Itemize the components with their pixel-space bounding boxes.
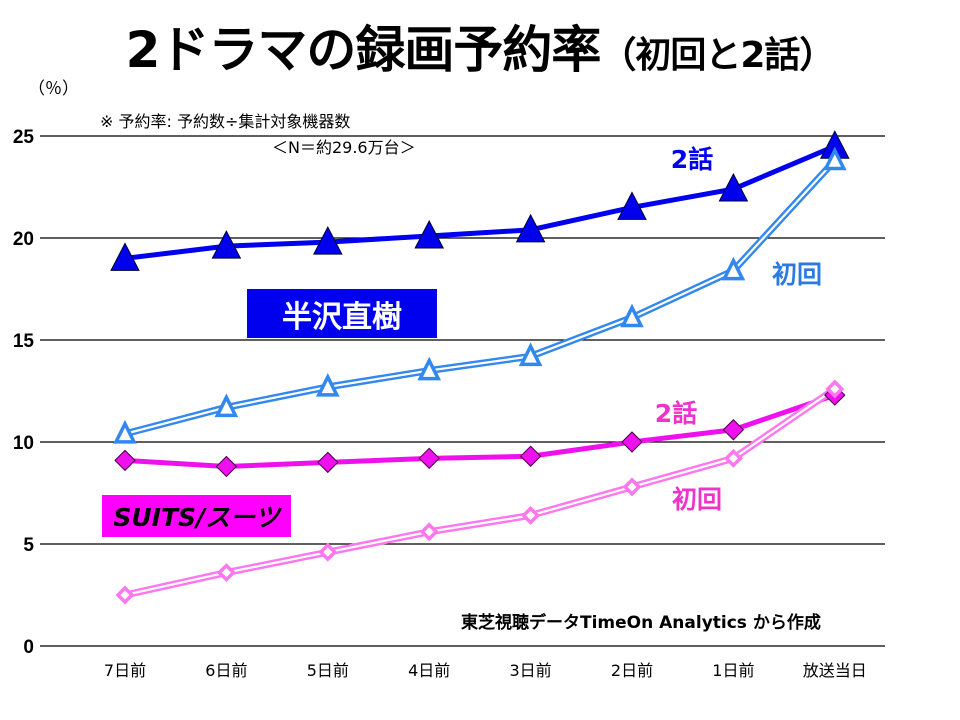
data-point-open-triangle xyxy=(113,419,137,444)
x-tick-label: 7日前 xyxy=(104,661,146,680)
data-point-open-diamond xyxy=(521,505,541,525)
data-point-open-triangle xyxy=(822,146,847,171)
x-tick-label: 放送当日 xyxy=(803,661,867,680)
data-point-triangle xyxy=(312,225,343,255)
data-point-open-diamond xyxy=(723,448,743,468)
data-point-triangle xyxy=(617,191,647,220)
data-point-open-diamond xyxy=(622,477,642,497)
y-tick-label: 25 xyxy=(13,127,35,148)
y-tick-label: 5 xyxy=(23,535,34,556)
x-tick-label: 6日前 xyxy=(205,661,247,680)
y-tick-label: 10 xyxy=(13,433,34,454)
chart-title: 2ドラマの録画予約率（初回と2話） xyxy=(0,10,960,82)
drama-label-hanzawa: 半沢直樹 xyxy=(247,289,437,338)
series-label: 2話 xyxy=(671,145,713,174)
data-point-open-triangle xyxy=(214,393,239,418)
y-tick-label: 20 xyxy=(13,229,34,250)
data-point-open-triangle xyxy=(417,356,442,381)
data-point-diamond xyxy=(621,431,643,453)
series-label: 初回 xyxy=(672,485,722,514)
series-line xyxy=(124,386,837,599)
data-point-open-diamond xyxy=(825,379,845,399)
series-label: 初回 xyxy=(772,260,822,289)
series-line-inner xyxy=(124,159,836,435)
sample-size-note: ＜N＝約29.6万台＞ xyxy=(272,138,416,157)
data-point-diamond xyxy=(215,455,238,478)
data-point-open-diamond xyxy=(318,542,338,562)
series-label: 2話 xyxy=(655,399,697,428)
data-point-diamond xyxy=(519,445,542,467)
data-point-triangle xyxy=(718,172,749,202)
data-point-triangle xyxy=(110,242,140,271)
data-point-open-triangle xyxy=(315,373,340,397)
data-point-diamond xyxy=(317,451,339,474)
x-tick-label: 3日前 xyxy=(510,661,552,680)
definition-note: ※ 予約率: 予約数÷集計対象機器数 xyxy=(100,112,351,131)
series-line xyxy=(124,392,836,469)
data-point-open-triangle xyxy=(518,342,543,367)
data-point-triangle xyxy=(414,219,445,249)
x-tick-label: 2日前 xyxy=(611,661,653,680)
y-axis-unit-label: （％） xyxy=(28,79,79,99)
y-tick-label: 0 xyxy=(23,637,34,658)
y-tick-label: 15 xyxy=(13,331,35,352)
x-tick-label: 1日前 xyxy=(712,661,754,680)
data-point-triangle xyxy=(515,213,546,243)
data-point-diamond xyxy=(722,419,745,441)
data-point-open-triangle xyxy=(721,256,746,281)
drama-label-suits: SUITS/スーツ xyxy=(102,495,291,537)
data-point-open-diamond xyxy=(216,563,236,583)
data-source-note: 東芝視聴データTimeOn Analytics から作成 xyxy=(461,613,821,633)
data-point-diamond xyxy=(114,449,136,472)
data-point-open-diamond xyxy=(419,522,439,542)
data-point-open-diamond xyxy=(115,585,135,605)
series-line xyxy=(124,143,836,261)
chart-title-sub: （初回と2話） xyxy=(600,35,835,76)
chart-title-main: 2ドラマの録画予約率 xyxy=(125,21,602,79)
x-tick-label: 4日前 xyxy=(408,661,450,680)
data-point-diamond xyxy=(418,447,440,470)
data-point-open-triangle xyxy=(620,303,644,328)
series-line-inner xyxy=(124,388,836,597)
data-point-triangle xyxy=(211,230,242,259)
x-tick-label: 5日前 xyxy=(307,661,349,680)
